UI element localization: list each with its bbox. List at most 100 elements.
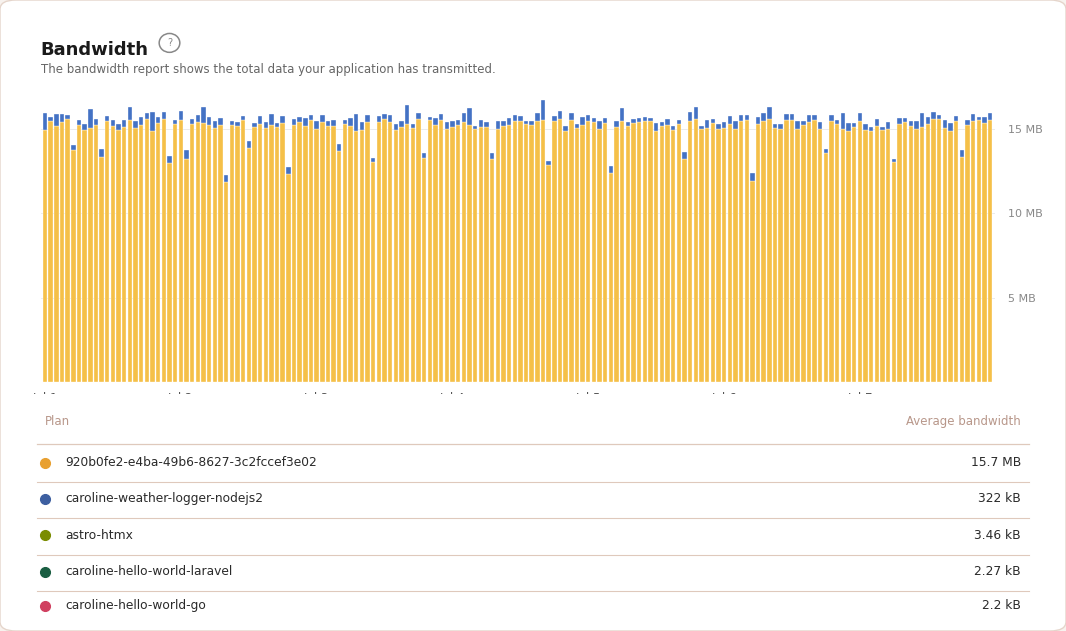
Bar xyxy=(761,121,765,382)
Bar xyxy=(891,162,897,382)
Bar xyxy=(891,159,897,162)
Bar xyxy=(858,113,862,121)
Bar xyxy=(88,109,93,127)
Bar xyxy=(530,121,534,125)
Bar xyxy=(122,127,127,382)
Bar xyxy=(427,117,432,121)
Bar xyxy=(716,129,721,382)
Bar xyxy=(410,124,415,128)
Bar xyxy=(812,115,817,121)
Bar xyxy=(433,125,438,382)
Bar xyxy=(699,126,704,129)
Bar xyxy=(547,161,551,165)
Bar xyxy=(812,121,817,382)
Bar xyxy=(484,127,488,382)
Bar xyxy=(337,151,341,382)
Bar xyxy=(869,131,873,382)
Bar xyxy=(898,117,902,124)
Bar xyxy=(903,118,907,122)
Bar xyxy=(852,127,856,382)
Bar xyxy=(875,126,879,382)
Bar xyxy=(722,128,726,382)
Bar xyxy=(201,122,206,382)
Bar xyxy=(592,119,596,122)
Bar xyxy=(580,117,585,125)
Bar xyxy=(383,119,387,382)
Bar xyxy=(456,125,461,382)
Bar xyxy=(196,122,200,382)
Bar xyxy=(756,117,760,124)
Bar xyxy=(376,122,382,382)
Bar xyxy=(597,129,602,382)
Bar xyxy=(292,125,296,382)
Bar xyxy=(756,124,760,382)
Bar xyxy=(133,121,138,128)
Text: Average bandwidth: Average bandwidth xyxy=(906,415,1021,428)
Bar xyxy=(422,153,426,158)
Bar xyxy=(971,121,975,382)
Bar xyxy=(467,125,471,382)
Bar xyxy=(77,125,81,382)
Bar xyxy=(94,119,98,125)
Text: 920b0fe2-e4ba-49b6-8627-3c2fccef3e02: 920b0fe2-e4ba-49b6-8627-3c2fccef3e02 xyxy=(66,456,318,469)
Bar xyxy=(320,122,324,382)
Bar xyxy=(122,121,127,127)
Bar xyxy=(82,130,86,382)
Bar xyxy=(456,120,461,125)
Bar xyxy=(665,125,669,382)
Bar xyxy=(768,107,772,119)
Bar xyxy=(688,112,692,121)
Bar xyxy=(954,116,958,121)
Bar xyxy=(631,124,635,382)
Bar xyxy=(506,126,512,382)
Bar xyxy=(439,121,443,382)
Bar xyxy=(523,121,529,124)
Bar xyxy=(241,121,245,382)
Bar xyxy=(903,122,907,382)
Bar xyxy=(263,122,268,127)
Bar xyxy=(139,117,144,126)
Bar xyxy=(648,121,652,382)
Bar xyxy=(383,114,387,119)
Bar xyxy=(179,119,183,382)
Bar xyxy=(450,127,455,382)
Bar xyxy=(270,114,274,126)
Bar xyxy=(965,121,970,125)
Bar xyxy=(761,113,765,121)
Bar xyxy=(263,127,268,382)
Bar xyxy=(280,116,285,123)
Bar xyxy=(677,120,681,124)
Bar xyxy=(733,129,738,382)
Bar xyxy=(490,158,495,382)
Bar xyxy=(462,114,466,122)
Bar xyxy=(846,131,851,382)
Bar xyxy=(303,126,308,382)
Bar xyxy=(111,126,115,382)
Bar xyxy=(564,126,568,131)
Bar xyxy=(575,124,579,127)
Bar xyxy=(479,120,483,127)
Bar xyxy=(513,121,517,382)
Bar xyxy=(671,131,676,382)
Bar xyxy=(920,127,924,382)
Text: 322 kB: 322 kB xyxy=(979,492,1021,505)
Bar xyxy=(354,131,358,382)
Bar xyxy=(677,124,681,382)
Bar xyxy=(417,119,421,382)
Bar xyxy=(275,127,279,382)
Bar xyxy=(139,126,144,382)
Bar xyxy=(863,124,868,131)
Bar xyxy=(540,120,545,382)
Bar xyxy=(807,122,811,382)
Bar xyxy=(643,117,647,121)
Bar xyxy=(535,121,539,382)
Bar xyxy=(705,128,709,382)
Bar xyxy=(167,156,172,163)
Bar xyxy=(326,126,330,382)
Bar xyxy=(376,115,382,122)
Bar xyxy=(750,173,755,180)
Bar xyxy=(54,126,59,382)
Bar xyxy=(77,120,81,125)
Bar xyxy=(949,123,953,131)
Bar xyxy=(99,149,103,157)
